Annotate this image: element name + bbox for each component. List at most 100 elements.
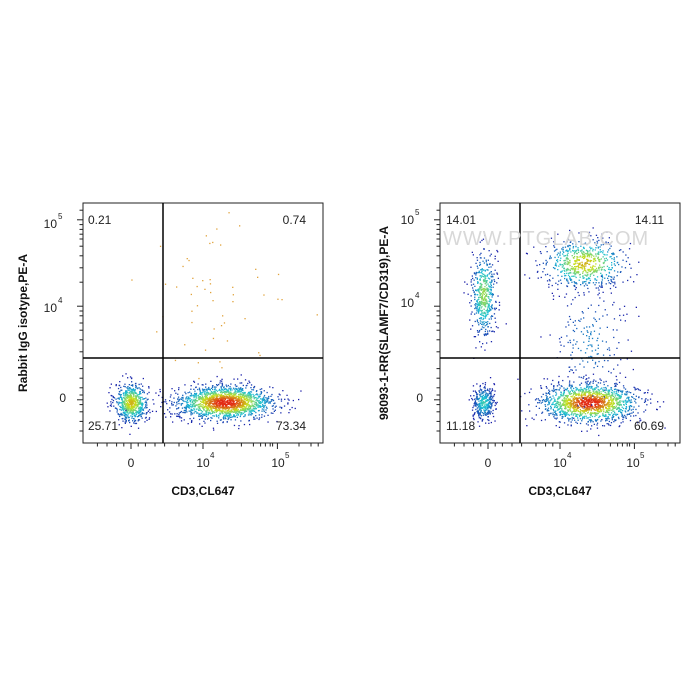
event-dot [595,287,597,289]
event-dot [466,283,468,285]
event-dot [142,377,144,380]
event-dot [574,266,577,268]
event-dot [213,393,215,395]
event-dot [206,396,208,398]
event-dot [485,400,488,402]
event-dot [212,406,214,408]
event-dot [595,420,597,422]
event-dot [574,281,576,284]
event-dot [132,408,134,410]
event-dot [243,398,245,400]
event-dot [602,256,604,258]
event-dot [474,412,476,414]
event-dot [247,409,249,411]
event-dot [219,419,222,421]
event-dot [138,407,140,409]
event-dot [234,394,236,396]
event-dot [239,406,241,408]
event-dot [557,233,559,235]
event-dot [135,403,137,405]
event-dot [204,391,206,393]
event-dot [612,400,614,402]
event-dot [144,401,146,404]
event-dot [238,412,241,414]
event-dot [543,399,545,401]
event-dot [228,415,231,417]
event-dot [562,265,564,267]
event-dot [517,378,519,380]
event-dot [599,260,601,263]
event-dot [255,399,257,402]
event-dot [121,413,123,416]
event-dot [477,311,480,313]
event-dot [482,279,485,282]
event-dot [226,406,228,408]
event-dot [494,404,496,407]
event-dot [127,407,130,410]
event-dot [242,405,245,407]
event-dot [208,400,210,402]
event-dot [607,242,609,244]
event-dot [476,320,479,322]
event-dot [239,410,241,412]
event-dot [472,415,474,417]
event-dot [583,415,585,418]
event-dot [555,418,557,420]
event-dot [562,394,565,396]
event-dot [238,399,240,401]
event-dot [577,256,579,258]
event-dot [612,415,614,417]
event-dot [219,395,221,397]
event-dot [256,405,258,407]
event-dot [200,415,202,417]
event-dot [260,391,263,394]
event-dot [269,402,271,404]
event-dot [575,252,578,255]
event-dot [559,396,561,398]
event-dot [484,382,487,384]
event-dot [212,415,214,417]
event-dot [597,247,599,249]
event-dot [605,260,607,262]
event-dot [484,269,486,272]
event-dot [219,413,221,415]
event-dot [588,270,591,272]
event-dot [252,396,254,398]
event-dot [581,263,583,265]
event-dot [568,406,570,409]
event-dot [184,409,186,412]
event-dot [226,410,228,412]
event-dot [244,410,246,413]
event-dot [592,401,594,403]
event-dot [145,402,148,404]
event-dot [590,256,593,258]
event-dot [169,407,171,409]
event-dot [143,398,146,400]
event-dot [587,388,590,390]
event-dot [578,391,580,393]
event-dot [209,406,211,408]
event-dot [526,253,528,255]
event-dot [193,412,195,414]
event-dot [187,397,190,399]
event-dot [255,408,257,410]
event-dot [599,264,601,266]
event-dot [601,285,603,287]
event-dot [485,281,487,283]
event-dot [586,254,589,257]
event-dot [478,303,480,306]
event-dot [143,398,145,400]
event-dot [603,253,605,256]
event-dot [611,405,613,407]
event-dot [488,419,490,422]
event-dot [129,395,131,397]
event-dot [575,268,577,270]
event-dot [478,324,480,326]
event-dot [487,416,489,418]
event-dot [548,283,550,286]
event-dot [548,279,551,281]
event-dot [478,270,480,272]
event-dot [125,399,127,401]
event-dot [484,305,486,307]
event-dot [232,399,234,401]
